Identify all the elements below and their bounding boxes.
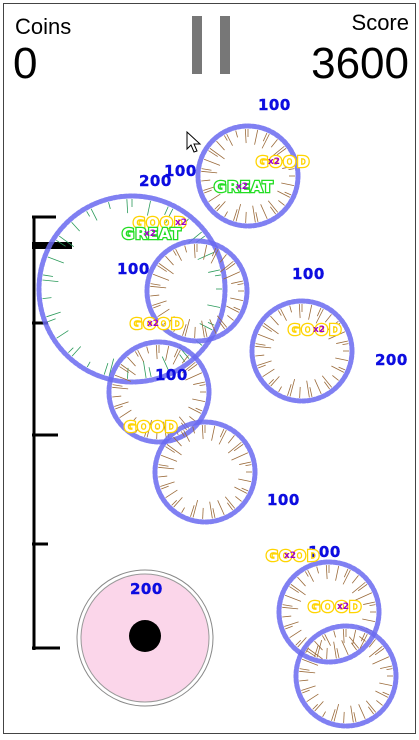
points-popup: 100 [155, 366, 188, 384]
multiplier-badge: x2 [284, 551, 296, 561]
target-ring [198, 126, 298, 226]
multiplier-badge: x2 [144, 229, 156, 239]
launcher-ball [129, 620, 161, 652]
points-popup: 100 [258, 96, 291, 114]
good-popup: GOOD [124, 418, 178, 436]
multiplier-badge: x2 [236, 182, 248, 192]
multiplier-badge: x2 [313, 325, 325, 335]
target-ring [296, 626, 396, 726]
game-screen: Coins 0 Score 3600 100 100 200 100 100 2… [3, 3, 416, 734]
points-popup: 200 [139, 172, 172, 190]
multiplier-badge: x2 [268, 157, 280, 167]
target-ring [155, 422, 255, 522]
play-field[interactable]: 100 100 200 100 100 200 100 100 100 GOOD… [4, 4, 416, 734]
points-popup: 100 [292, 265, 325, 283]
multiplier-badge: x2 [337, 602, 349, 612]
target-ring [39, 196, 225, 382]
launcher[interactable]: 200 [77, 570, 213, 706]
target-ring [252, 301, 352, 401]
points-popup: 100 [117, 260, 150, 278]
multiplier-badge: x2 [147, 319, 159, 329]
points-popup: 200 [375, 351, 408, 369]
mouse-cursor-icon [187, 132, 200, 152]
points-popup: 200 [130, 580, 163, 598]
points-popup: 100 [267, 491, 300, 509]
good-popup: GOOD [256, 153, 310, 171]
good-popup: GOOD [308, 598, 362, 616]
